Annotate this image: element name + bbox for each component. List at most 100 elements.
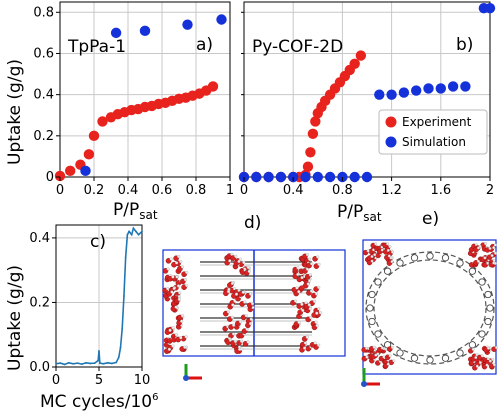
water-hydrogen-atom <box>176 284 181 288</box>
simulation-point <box>312 171 323 183</box>
trace-point <box>115 361 118 364</box>
water-hydrogen-atom <box>238 257 242 261</box>
panel-e-water-clusters <box>361 242 498 371</box>
simulation-point <box>411 85 422 96</box>
water-hydrogen-atom <box>488 359 492 363</box>
experiment-point <box>310 116 321 127</box>
water-hydrogen-atom <box>169 257 173 261</box>
pore-ring-atom <box>456 259 464 267</box>
water-hydrogen-atom <box>313 341 317 345</box>
x-tick-label: 0.8 <box>332 183 353 198</box>
water-hydrogen-atom <box>168 328 172 332</box>
pore-wall-ring <box>365 251 495 365</box>
simulation-point <box>110 27 122 39</box>
water-hydrogen-atom <box>319 311 323 315</box>
panel-d-water-molecules <box>162 252 323 354</box>
water-hydrogen-atom <box>487 346 490 350</box>
trace-point <box>132 227 135 230</box>
trace-point <box>119 346 122 349</box>
water-hydrogen-atom <box>233 339 238 343</box>
water-hydrogen-atom <box>310 262 314 266</box>
panel-a-axes-frame <box>59 1 231 178</box>
experiment-point <box>65 165 76 177</box>
trace-point <box>59 362 62 365</box>
trace-point <box>106 361 109 364</box>
water-hydrogen-atom <box>380 248 384 252</box>
x-tick-label: 0.6 <box>152 183 173 198</box>
pore-ring-atom <box>396 349 404 357</box>
water-hydrogen-atom <box>490 254 494 258</box>
panel-b-ticks: 0 0.4 0.8 1.2 1.6 2 <box>240 11 494 198</box>
water-hydrogen-atom <box>180 314 185 318</box>
x-tick-label: 0.4 <box>118 183 139 198</box>
simulation-point <box>263 171 274 183</box>
water-hydrogen-atom <box>174 305 178 309</box>
water-hydrogen-atom <box>175 261 179 265</box>
pore-ring-atom <box>383 267 392 275</box>
triad-z-axis <box>183 375 189 381</box>
pore-ring-atom <box>478 330 486 338</box>
legend-experiment-label: Experiment <box>402 115 472 129</box>
y-tick-label: 0.2 <box>33 129 54 144</box>
pore-ring-atom <box>426 252 434 260</box>
pore-ring-atom <box>374 278 382 286</box>
y-tick-label: 0.8 <box>33 5 54 20</box>
experiment-point <box>97 116 108 127</box>
water-hydrogen-atom <box>170 290 174 294</box>
pore-ring-atom <box>410 254 419 262</box>
simulation-point <box>139 25 151 37</box>
trace-point <box>126 233 129 236</box>
trace-point <box>55 362 57 365</box>
pore-ring-atom <box>426 356 434 364</box>
water-hydrogen-atom <box>179 260 183 264</box>
water-hydrogen-atom <box>303 346 307 350</box>
simulation-point <box>361 171 373 183</box>
trace-point <box>123 295 125 297</box>
experiment-point <box>207 81 219 92</box>
water-hydrogen-atom <box>297 290 301 294</box>
water-hydrogen-atom <box>183 345 187 349</box>
water-hydrogen-atom <box>313 299 317 303</box>
panel-d: d) <box>162 213 346 381</box>
water-hydrogen-atom <box>238 320 243 324</box>
panel-a-title: TpPa-1 <box>67 37 126 57</box>
water-hydrogen-atom <box>241 290 245 294</box>
water-hydrogen-atom <box>183 278 188 282</box>
water-hydrogen-atom <box>249 317 253 321</box>
simulation-point <box>182 19 193 30</box>
legend-box <box>378 109 488 155</box>
trace-point <box>102 362 105 365</box>
water-hydrogen-atom <box>388 354 392 358</box>
trace-point <box>128 230 131 233</box>
panel-e-tag: e) <box>422 209 439 229</box>
water-hydrogen-atom <box>305 335 309 339</box>
experiment-point <box>307 128 319 139</box>
water-hydrogen-atom <box>232 323 236 327</box>
water-hydrogen-atom <box>471 347 475 351</box>
trace-point <box>63 363 66 366</box>
water-hydrogen-atom <box>226 310 230 314</box>
pore-ring-atom <box>368 317 376 326</box>
water-hydrogen-atom <box>365 355 369 359</box>
legend-simulation-marker <box>385 136 397 148</box>
water-hydrogen-atom <box>485 363 489 367</box>
water-hydrogen-atom <box>308 279 312 283</box>
water-hydrogen-atom <box>303 341 307 345</box>
water-hydrogen-atom <box>492 261 496 265</box>
panel-a-grid <box>60 2 230 177</box>
simulation-point <box>398 87 410 98</box>
simulation-point <box>484 2 496 14</box>
simulation-point <box>423 83 434 94</box>
water-hydrogen-atom <box>493 243 497 247</box>
pore-ring-atom <box>468 341 477 349</box>
x-tick-label: 1 <box>226 183 234 198</box>
pore-ring-atom <box>374 330 382 338</box>
trace-point <box>97 359 100 362</box>
water-hydrogen-atom <box>172 286 176 291</box>
simulation-point <box>251 171 262 183</box>
water-hydrogen-atom <box>315 323 319 328</box>
pore-ring-atom <box>368 290 376 299</box>
pore-ring-atom <box>484 317 492 326</box>
water-hydrogen-atom <box>178 291 182 295</box>
